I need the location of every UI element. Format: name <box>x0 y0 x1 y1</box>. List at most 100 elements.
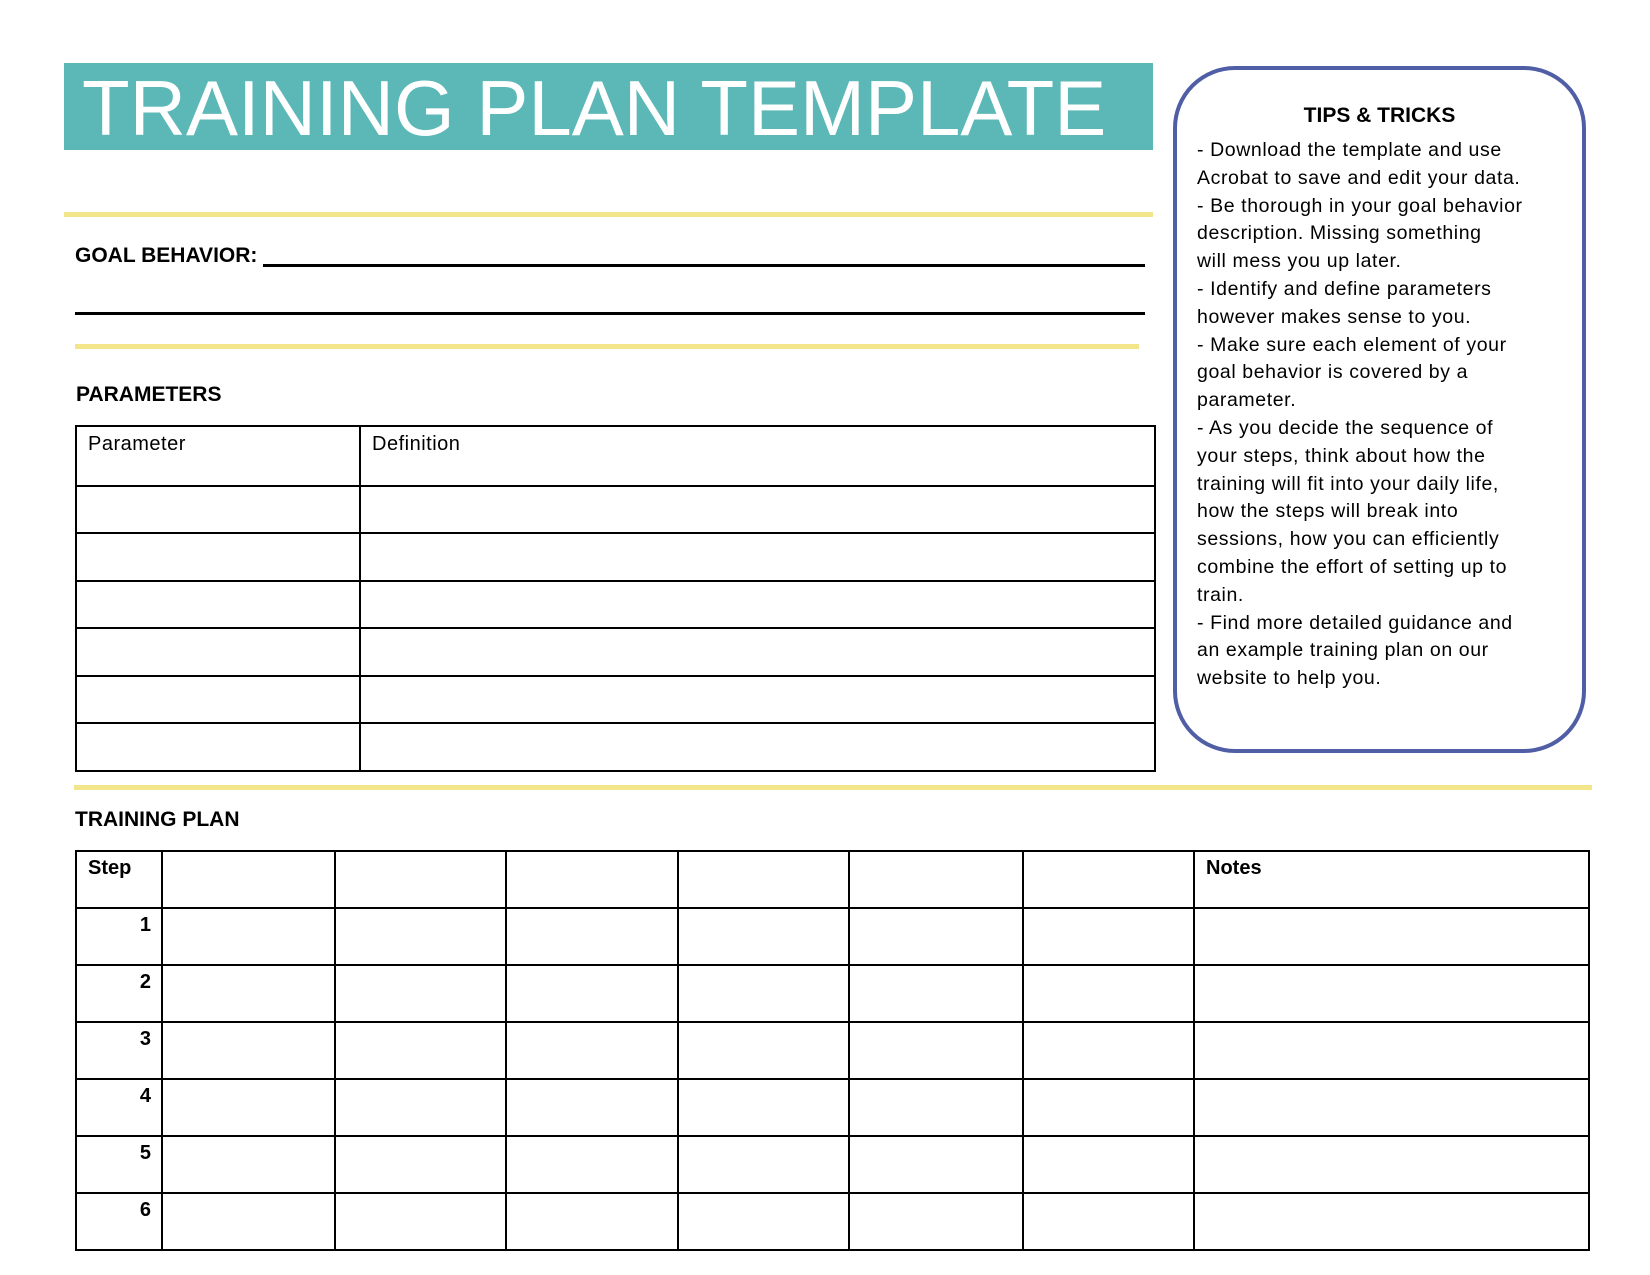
tips-line: train. <box>1197 583 1244 606</box>
plan-cell[interactable] <box>677 1192 850 1251</box>
table-header-row: Parameter Definition <box>75 425 1156 487</box>
table-row <box>75 674 1156 724</box>
plan-cell[interactable] <box>334 1135 507 1194</box>
notes-cell[interactable] <box>1193 907 1590 966</box>
tips-line: - As you decide the sequence of <box>1197 416 1494 439</box>
definition-cell[interactable] <box>359 674 1156 724</box>
tips-line: goal behavior is covered by a <box>1197 361 1469 384</box>
plan-cell[interactable] <box>677 1135 850 1194</box>
divider <box>64 212 1153 217</box>
column-header-blank[interactable] <box>161 850 336 909</box>
column-header-blank[interactable] <box>677 850 850 909</box>
goal-behavior-label: GOAL BEHAVIOR: <box>75 244 258 267</box>
step-number: 2 <box>75 964 163 1023</box>
plan-cell[interactable] <box>161 1021 336 1080</box>
step-number: 3 <box>75 1021 163 1080</box>
tips-line: description. Missing something <box>1197 222 1482 245</box>
plan-cell[interactable] <box>848 1135 1024 1194</box>
plan-cell[interactable] <box>505 1192 679 1251</box>
plan-cell[interactable] <box>677 964 850 1023</box>
plan-cell[interactable] <box>848 1192 1024 1251</box>
table-row: 1 <box>75 907 1590 966</box>
plan-cell[interactable] <box>161 964 336 1023</box>
column-header-parameter: Parameter <box>75 425 361 487</box>
definition-cell[interactable] <box>359 484 1156 534</box>
parameters-heading: PARAMETERS <box>76 383 222 406</box>
column-header-blank[interactable] <box>334 850 507 909</box>
plan-cell[interactable] <box>848 1078 1024 1137</box>
notes-cell[interactable] <box>1193 1192 1590 1251</box>
table-row <box>75 484 1156 534</box>
table-row <box>75 579 1156 629</box>
notes-cell[interactable] <box>1193 1021 1590 1080</box>
plan-cell[interactable] <box>1022 1021 1195 1080</box>
plan-cell[interactable] <box>505 1135 679 1194</box>
step-number: 1 <box>75 907 163 966</box>
plan-cell[interactable] <box>161 1135 336 1194</box>
parameter-cell[interactable] <box>75 579 361 629</box>
plan-cell[interactable] <box>161 1078 336 1137</box>
definition-cell[interactable] <box>359 532 1156 582</box>
plan-cell[interactable] <box>848 964 1024 1023</box>
step-number: 4 <box>75 1078 163 1137</box>
plan-cell[interactable] <box>1022 1135 1195 1194</box>
plan-cell[interactable] <box>334 1078 507 1137</box>
plan-cell[interactable] <box>161 907 336 966</box>
tips-title: TIPS & TRICKS <box>1303 104 1456 127</box>
step-number: 5 <box>75 1135 163 1194</box>
goal-behavior-field-line-2[interactable] <box>75 312 1145 315</box>
definition-cell[interactable] <box>359 722 1156 772</box>
table-row: 5 <box>75 1135 1590 1194</box>
tips-line: Acrobat to save and edit your data. <box>1197 166 1521 189</box>
plan-cell[interactable] <box>334 964 507 1023</box>
tips-line: combine the effort of setting up to <box>1197 555 1508 578</box>
parameter-cell[interactable] <box>75 674 361 724</box>
plan-cell[interactable] <box>1022 1078 1195 1137</box>
tips-line: will mess you up later. <box>1197 250 1402 273</box>
training-plan-table: Step Notes 1 2 3 4 5 6 <box>75 850 1590 1251</box>
plan-cell[interactable] <box>505 907 679 966</box>
notes-cell[interactable] <box>1193 1135 1590 1194</box>
column-header-blank[interactable] <box>848 850 1024 909</box>
column-header-blank[interactable] <box>505 850 679 909</box>
tips-line: - Identify and define parameters <box>1197 277 1492 300</box>
tips-line: sessions, how you can efficiently <box>1197 528 1500 551</box>
divider <box>74 785 1592 790</box>
plan-cell[interactable] <box>505 964 679 1023</box>
tips-line: parameter. <box>1197 389 1297 412</box>
table-row <box>75 722 1156 772</box>
tips-line: an example training plan on our <box>1197 639 1489 662</box>
column-header-step: Step <box>75 850 163 909</box>
plan-cell[interactable] <box>334 1192 507 1251</box>
notes-cell[interactable] <box>1193 964 1590 1023</box>
tips-line: training will fit into your daily life, <box>1197 472 1499 495</box>
plan-cell[interactable] <box>848 907 1024 966</box>
plan-cell[interactable] <box>505 1021 679 1080</box>
table-row: 3 <box>75 1021 1590 1080</box>
definition-cell[interactable] <box>359 579 1156 629</box>
plan-cell[interactable] <box>1022 907 1195 966</box>
plan-cell[interactable] <box>677 1021 850 1080</box>
table-row <box>75 627 1156 677</box>
goal-behavior-field-line-1[interactable] <box>263 264 1145 267</box>
plan-cell[interactable] <box>334 907 507 966</box>
plan-cell[interactable] <box>677 907 850 966</box>
column-header-blank[interactable] <box>1022 850 1195 909</box>
plan-cell[interactable] <box>1022 964 1195 1023</box>
plan-cell[interactable] <box>505 1078 679 1137</box>
tips-line: your steps, think about how the <box>1197 444 1486 467</box>
plan-cell[interactable] <box>848 1021 1024 1080</box>
divider <box>75 344 1139 349</box>
plan-cell[interactable] <box>1022 1192 1195 1251</box>
tips-line: - Be thorough in your goal behavior <box>1197 194 1523 217</box>
plan-cell[interactable] <box>677 1078 850 1137</box>
parameter-cell[interactable] <box>75 722 361 772</box>
notes-cell[interactable] <box>1193 1078 1590 1137</box>
plan-cell[interactable] <box>334 1021 507 1080</box>
definition-cell[interactable] <box>359 627 1156 677</box>
parameter-cell[interactable] <box>75 484 361 534</box>
column-header-definition: Definition <box>359 425 1156 487</box>
plan-cell[interactable] <box>161 1192 336 1251</box>
parameter-cell[interactable] <box>75 627 361 677</box>
parameter-cell[interactable] <box>75 532 361 582</box>
